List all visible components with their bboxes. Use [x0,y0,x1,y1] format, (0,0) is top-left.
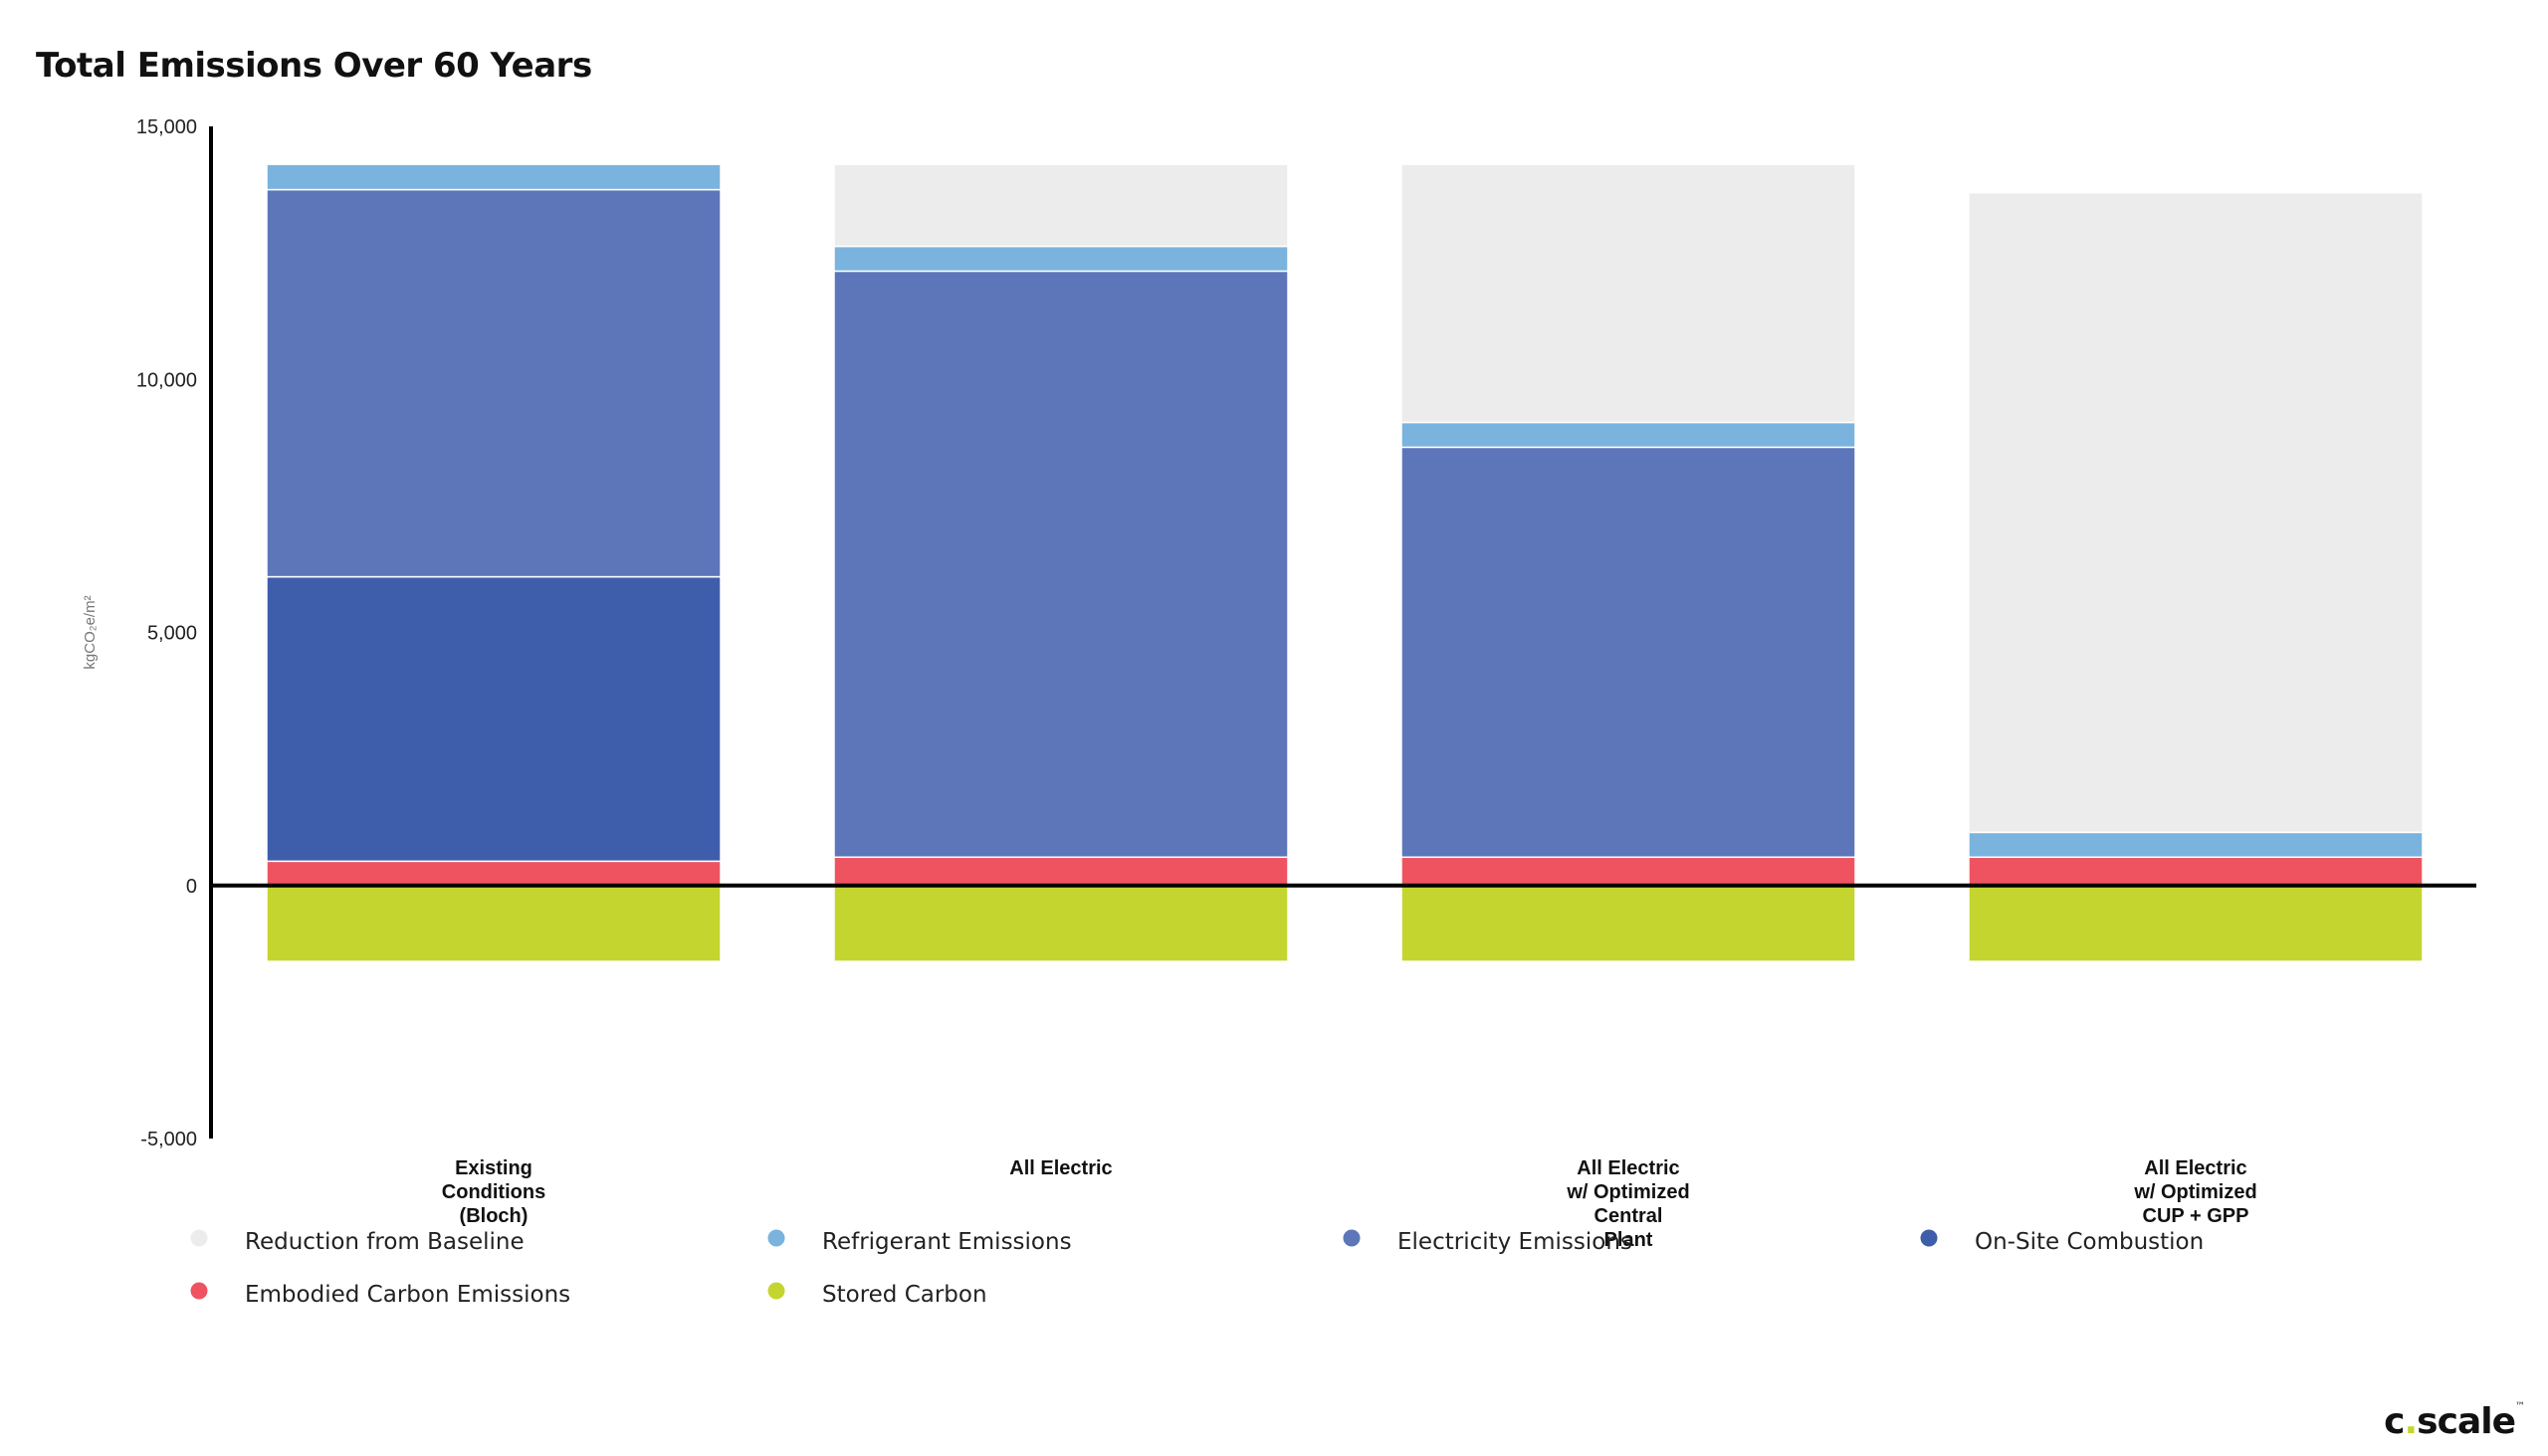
logo-text-left: c [2384,1401,2405,1442]
legend-label-electricity-emissions: Electricity Emissions [1397,1229,1632,1255]
x-category-label: All Electric w/ Optimized CUP + GPP [2133,1157,2256,1227]
logo-trademark: ™ [2515,1401,2525,1412]
x-category-label: Existing Conditions (Bloch) [442,1157,545,1227]
bar-refrigerant-emissions-1 [266,163,722,191]
legend-swatch-reduction-from-baseline [190,1229,208,1247]
x-category-label-line: Existing [455,1157,532,1179]
legend: Reduction from Baseline Refrigerant Emiss… [190,1229,2204,1308]
x-category-label-line: w/ Optimized [2133,1181,2256,1203]
bars-layer [266,163,2424,962]
x-category-label-line: Conditions [442,1181,545,1203]
bar-electricity-emissions-1 [266,188,722,578]
y-tick-label: 10,000 [136,369,197,391]
bar-stored-carbon-3 [1400,885,1856,962]
x-category-label-line: Central [1594,1205,1663,1227]
bar-embodied-carbon-emissions-3 [1400,856,1856,887]
legend-label-embodied-carbon-emissions: Embodied Carbon Emissions [245,1282,570,1308]
legend-item-reduction-from-baseline: Reduction from Baseline [190,1229,525,1255]
bar-electricity-emissions-2 [833,270,1289,859]
bar-stored-carbon-1 [266,885,722,962]
bar-refrigerant-emissions-2 [833,245,1289,273]
bar-electricity-emissions-3 [1400,446,1856,859]
legend-swatch-embodied-carbon-emissions [190,1282,208,1300]
legend-swatch-electricity-emissions [1343,1229,1361,1247]
bar-reduction-from-baseline-3 [1400,163,1856,424]
cscale-logo: c.scale™ [2384,1401,2525,1442]
legend-swatch-on-site-combustion [1920,1229,1938,1247]
bar-embodied-carbon-emissions-4 [1968,856,2424,887]
legend-item-stored-carbon: Stored Carbon [767,1282,987,1308]
legend-swatch-refrigerant-emissions [767,1229,785,1247]
logo-text-right: scale [2417,1401,2516,1442]
x-category-label-line: CUP + GPP [2143,1205,2249,1227]
x-category-label: All Electric [1009,1157,1112,1179]
bar-refrigerant-emissions-4 [1968,831,2424,859]
bar-stored-carbon-2 [833,885,1289,962]
x-category-label-line: w/ Optimized [1566,1181,1689,1203]
y-axis-label: kgCO₂e/m² [82,595,99,669]
legend-label-reduction-from-baseline: Reduction from Baseline [245,1229,525,1255]
x-category-label-line: All Electric [1009,1157,1112,1179]
bar-embodied-carbon-emissions-1 [266,860,722,887]
bar-reduction-from-baseline-2 [833,163,1289,248]
x-category-label-line: All Electric [2144,1157,2246,1179]
x-category-label: All Electric w/ Optimized Central Plant [1566,1157,1689,1251]
x-category-label-line: (Bloch) [460,1205,529,1227]
axis-layer: -5,000 0 5,000 10,000 15,000 kgCO₂e/m² [82,116,2476,1150]
legend-label-refrigerant-emissions: Refrigerant Emissions [822,1229,1072,1255]
labels-layer: Existing Conditions (Bloch)All Electric All… [442,1157,2257,1251]
legend-item-on-site-combustion: On-Site Combustion [1920,1229,2204,1255]
x-category-label-line: All Electric [1577,1157,1679,1179]
legend-item-embodied-carbon-emissions: Embodied Carbon Emissions [190,1282,570,1308]
bar-reduction-from-baseline-4 [1968,191,2424,834]
x-category-label-line: Plant [1604,1229,1653,1251]
legend-item-refrigerant-emissions: Refrigerant Emissions [767,1229,1072,1255]
y-tick-label: 15,000 [136,116,197,138]
chart-title: Total Emissions Over 60 Years [36,46,592,86]
y-tick-label: 0 [186,876,197,898]
y-tick-label: 5,000 [147,623,197,645]
legend-label-stored-carbon: Stored Carbon [822,1282,987,1308]
legend-swatch-stored-carbon [767,1282,785,1300]
bar-refrigerant-emissions-3 [1400,421,1856,449]
legend-item-electricity-emissions: Electricity Emissions [1343,1229,1632,1255]
bar-on-site-combustion-1 [266,575,722,863]
bar-embodied-carbon-emissions-2 [833,856,1289,887]
y-tick-label: -5,000 [140,1129,197,1150]
bar-stored-carbon-4 [1968,885,2424,962]
logo-dot: . [2404,1401,2418,1442]
legend-label-on-site-combustion: On-Site Combustion [1975,1229,2204,1255]
